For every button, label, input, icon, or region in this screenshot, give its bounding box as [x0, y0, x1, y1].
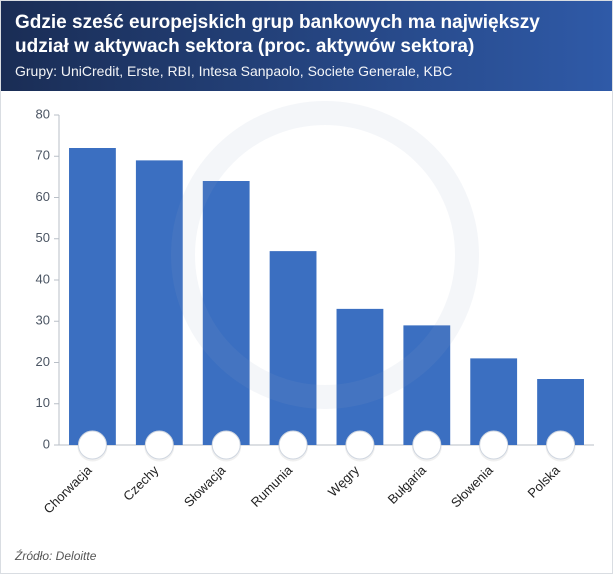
chart-card: Gdzie sześć europejskich grup bankowych …	[0, 0, 613, 574]
flag-badge	[412, 431, 442, 462]
y-tick-label: 20	[36, 353, 50, 368]
y-tick-label: 70	[36, 147, 50, 162]
bar	[203, 181, 250, 445]
y-tick-label: 80	[36, 106, 50, 121]
x-tick-label: Czechy	[120, 462, 162, 504]
y-tick-label: 10	[36, 395, 50, 410]
bar	[136, 160, 183, 445]
flag-badge	[144, 431, 174, 462]
flag-badge	[77, 431, 107, 462]
flag-badge	[278, 431, 308, 462]
bar	[270, 251, 317, 445]
flag-badge	[479, 431, 509, 462]
source-label: Źródło: Deloitte	[1, 543, 612, 573]
chart-title: Gdzie sześć europejskich grup bankowych …	[15, 11, 598, 59]
y-tick-label: 50	[36, 230, 50, 245]
bar-chart-svg: 0 10 20 30 40 50 60 70 80 Chorwacja Czechy Słowacja…	[11, 105, 604, 525]
y-tick-label: 0	[43, 436, 50, 451]
bar	[69, 148, 116, 445]
bar	[403, 325, 450, 445]
y-tick-label: 30	[36, 312, 50, 327]
x-tick-label: Chorwacja	[41, 461, 96, 516]
x-tick-label: Słowenia	[448, 461, 496, 509]
y-tick-label: 40	[36, 271, 50, 286]
flag-badge	[546, 431, 576, 462]
x-tick-label: Rumunia	[248, 461, 296, 509]
flag-badge	[211, 431, 241, 462]
x-tick-label: Polska	[524, 461, 563, 500]
chart-plot-area: 0 10 20 30 40 50 60 70 80 Chorwacja Czechy Słowacja…	[1, 91, 612, 544]
x-tick-label: Węgry	[325, 462, 363, 500]
chart-header: Gdzie sześć europejskich grup bankowych …	[1, 1, 612, 91]
y-tick-label: 60	[36, 188, 50, 203]
x-tick-label: Bułgaria	[385, 461, 430, 506]
flag-badge	[345, 431, 375, 462]
x-tick-label: Słowacja	[181, 461, 229, 509]
bar	[337, 308, 384, 444]
chart-subtitle: Grupy: UniCredit, Erste, RBI, Intesa San…	[15, 63, 598, 79]
